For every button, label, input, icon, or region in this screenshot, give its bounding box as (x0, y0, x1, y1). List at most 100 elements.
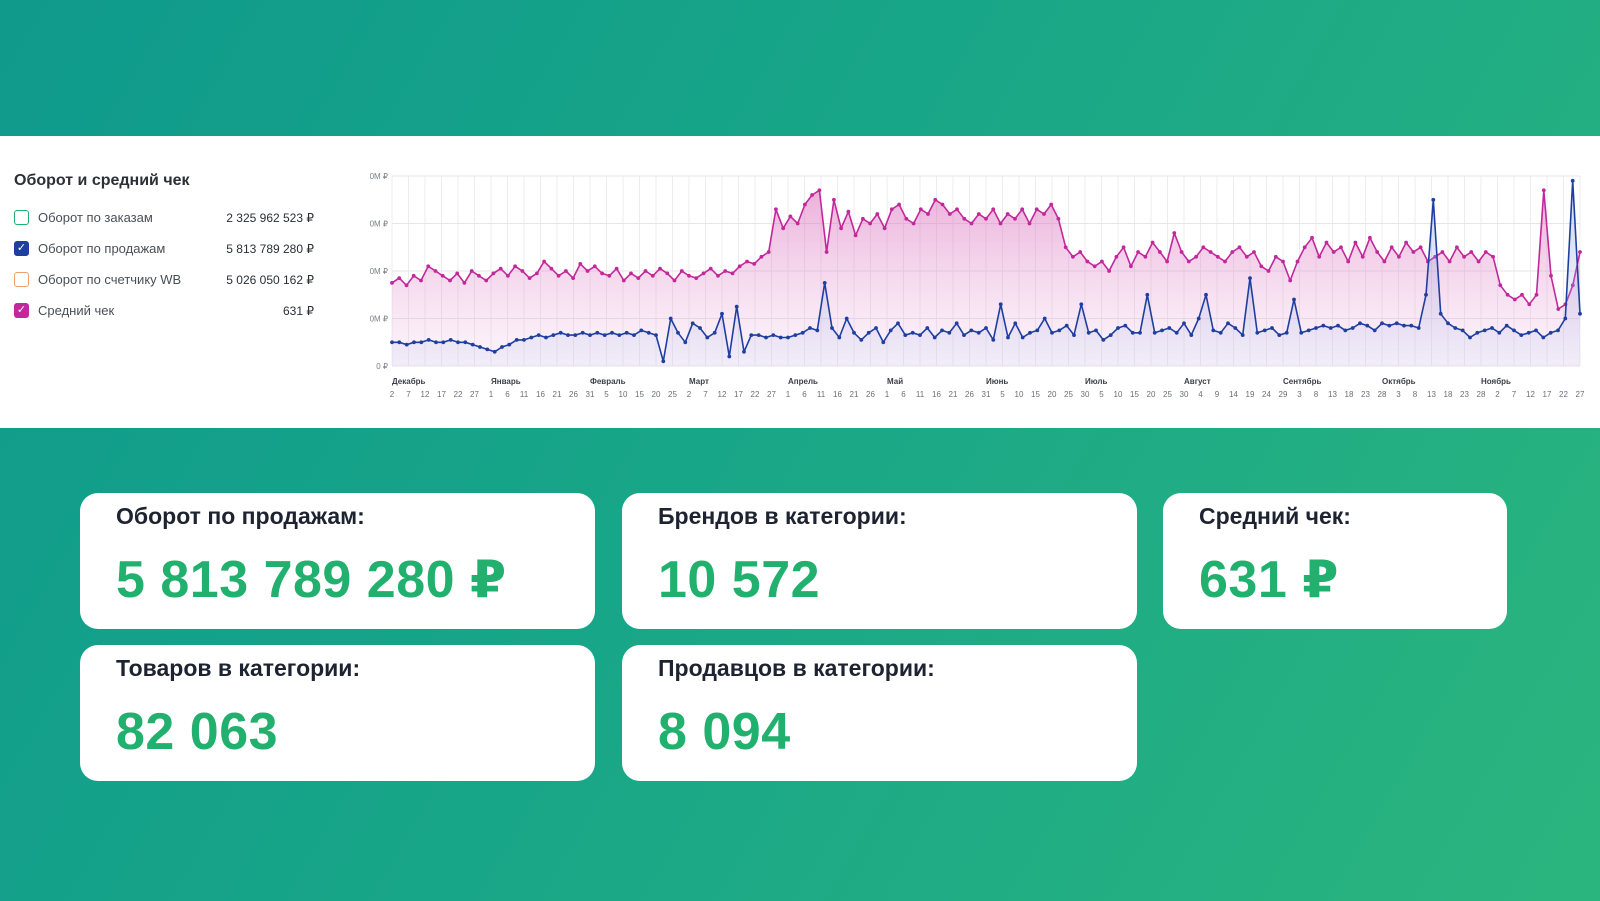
series-sales-point (1468, 335, 1472, 340)
series-sales-point (705, 335, 710, 340)
series-sales-point (1072, 333, 1076, 337)
series-sales-point (470, 342, 475, 347)
legend-item-avg-check[interactable]: ✓ Средний чек 631 ₽ (14, 295, 314, 326)
checkbox-avg-check[interactable]: ✓ (14, 303, 29, 318)
month-label: Май (887, 377, 903, 386)
series-avg-check-point (665, 271, 670, 276)
series-sales-point (551, 333, 556, 337)
series-sales-point (1248, 276, 1252, 280)
x-tick-label: 12 (1526, 390, 1535, 399)
series-sales-point (390, 340, 394, 345)
series-avg-check-point (1556, 307, 1561, 311)
series-avg-check-point (1527, 302, 1532, 307)
series-sales-point (918, 333, 922, 337)
series-avg-check-point (947, 212, 952, 216)
series-avg-check-point (737, 264, 742, 269)
legend-item-orders[interactable]: Оборот по заказам 2 325 962 523 ₽ (14, 202, 314, 233)
month-label: Ноябрь (1481, 377, 1511, 386)
series-sales-point (925, 326, 930, 330)
series-sales-point (544, 335, 548, 340)
checkbox-sales[interactable]: ✓ (14, 241, 29, 256)
series-avg-check-point (621, 278, 626, 283)
series-avg-check-point (1273, 254, 1278, 259)
series-sales-point (661, 359, 666, 364)
series-sales-point (815, 328, 820, 333)
series-avg-check-point (955, 207, 959, 212)
series-avg-check-point (1259, 264, 1264, 269)
series-avg-check-point (940, 202, 945, 207)
series-avg-check-point (1201, 245, 1206, 250)
series-avg-check-point (918, 207, 923, 212)
x-tick-label: 25 (1064, 390, 1073, 399)
series-sales-point (1211, 328, 1216, 333)
series-sales-point (558, 330, 563, 335)
x-tick-label: 28 (1378, 390, 1387, 399)
legend-item-wb-counter[interactable]: Оборот по счетчику WB 5 026 050 162 ₽ (14, 264, 314, 295)
y-tick-label: 20M ₽ (370, 315, 388, 324)
checkbox-wb-counter[interactable] (14, 272, 29, 287)
series-sales-point (1475, 330, 1480, 335)
legend-item-sales[interactable]: ✓ Оборот по продажам 5 813 789 280 ₽ (14, 233, 314, 264)
card-label: Брендов в категории: (658, 503, 907, 529)
series-sales-point (742, 349, 746, 354)
month-label: Март (689, 377, 709, 386)
series-sales-point (991, 338, 996, 342)
series-sales-point (1563, 316, 1568, 321)
series-avg-check-point (1063, 245, 1068, 250)
series-avg-check-point (1078, 250, 1083, 254)
series-avg-check-point (976, 212, 981, 216)
checkbox-orders[interactable] (14, 210, 29, 225)
x-tick-label: 15 (635, 390, 644, 399)
series-avg-check-point (752, 262, 757, 266)
series-sales-point (1116, 326, 1120, 330)
series-avg-check-point (1462, 254, 1466, 259)
series-avg-check-point (1476, 259, 1481, 264)
series-sales-point (1233, 326, 1238, 330)
x-tick-label: 26 (569, 390, 578, 399)
series-sales-point (940, 328, 944, 333)
series-sales-point (1556, 328, 1560, 333)
series-sales-point (734, 304, 739, 309)
series-avg-check-point (853, 233, 858, 238)
series-avg-check-point (513, 264, 517, 269)
series-avg-check-point (1172, 231, 1177, 235)
series-avg-check-point (745, 259, 749, 264)
series-avg-check-point (1505, 292, 1510, 297)
x-tick-label: 27 (1576, 390, 1585, 399)
series-avg-check-point (1230, 250, 1235, 254)
month-label: Февраль (590, 377, 626, 386)
series-avg-check-point (535, 271, 539, 276)
card-brands: Брендов в категории: 10 572 (622, 493, 1137, 629)
series-sales-point (1167, 326, 1172, 330)
legend-label-sales: Оборот по продажам (38, 241, 166, 256)
x-tick-label: 31 (982, 390, 991, 399)
series-avg-check-point (1114, 254, 1119, 259)
series-sales-point (1306, 328, 1311, 333)
series-avg-check-point (1186, 259, 1191, 264)
series-sales-point (1570, 178, 1575, 183)
series-sales-point (1101, 338, 1106, 342)
y-tick-label: 60M ₽ (370, 220, 388, 229)
x-tick-label: 27 (767, 390, 776, 399)
series-sales-point (954, 321, 959, 326)
series-sales-point (1108, 333, 1113, 337)
month-label: Январь (491, 377, 521, 386)
x-tick-label: 11 (916, 390, 925, 399)
series-avg-check-point (875, 212, 880, 216)
series-avg-check-point (1252, 250, 1256, 254)
series-avg-check-point (1346, 259, 1351, 264)
series-avg-check-point (404, 283, 409, 288)
series-sales-point (1358, 321, 1362, 326)
series-avg-check-point (1013, 216, 1017, 221)
series-avg-check-point (469, 269, 474, 273)
x-tick-label: 23 (1361, 390, 1370, 399)
x-tick-label: 2 (1495, 390, 1500, 399)
series-sales-point (654, 333, 658, 337)
x-tick-label: 6 (901, 390, 906, 399)
series-sales-point (1453, 326, 1458, 330)
line-chart: 80M ₽60M ₽40M ₽20M ₽0 ₽27121722271611162… (370, 172, 1585, 399)
series-avg-check-point (1158, 250, 1162, 254)
series-avg-check-point (650, 273, 655, 278)
series-sales-point (595, 330, 600, 335)
series-avg-check-point (1549, 273, 1553, 278)
